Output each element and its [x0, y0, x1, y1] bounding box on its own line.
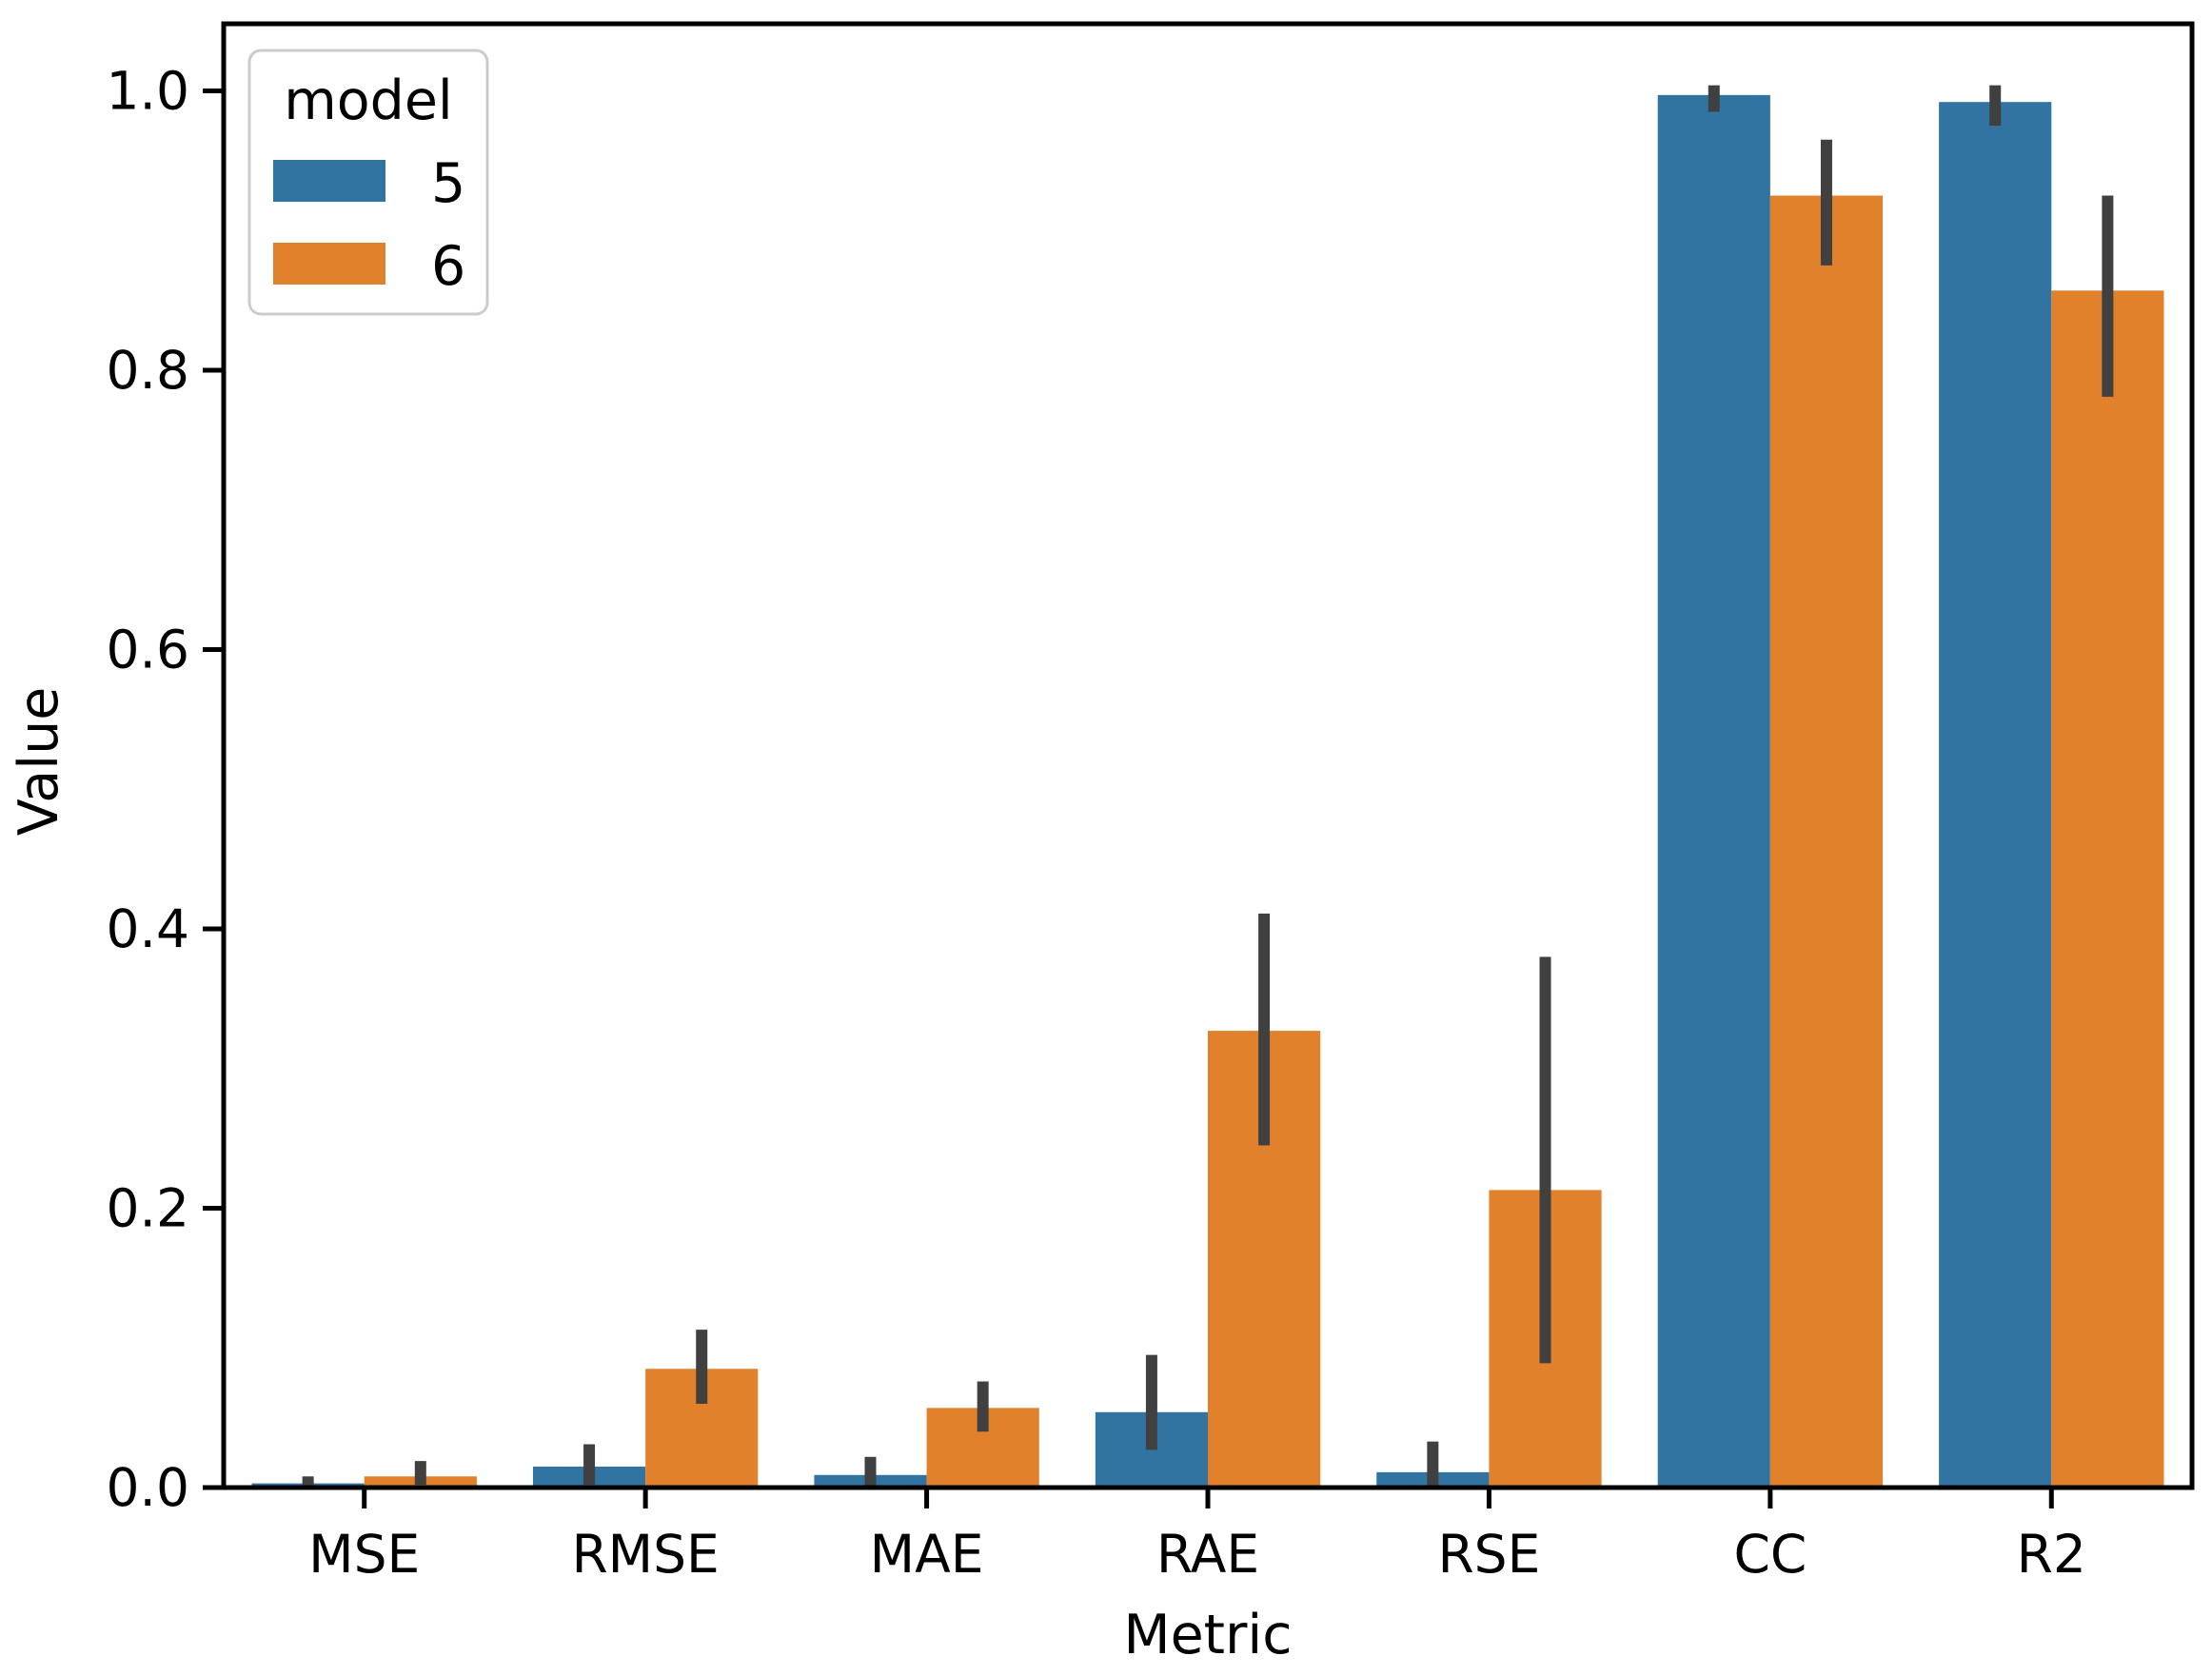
- bar-R2-model-6: [2051, 290, 2164, 1488]
- y-tick-label-0.2: 0.2: [107, 1177, 189, 1238]
- x-tick-label-CC: CC: [1733, 1524, 1807, 1585]
- y-axis-label: Value: [8, 687, 70, 837]
- y-tick-label-1.0: 1.0: [107, 60, 189, 121]
- y-tick-label-0.6: 0.6: [107, 619, 189, 680]
- x-tick-label-RSE: RSE: [1437, 1524, 1540, 1585]
- legend: model 5 6: [247, 49, 489, 316]
- x-tick-label-R2: R2: [2017, 1524, 2086, 1585]
- bar-CC-model-5: [1657, 94, 1770, 1488]
- legend-title: model: [284, 69, 453, 132]
- x-tick-label-MSE: MSE: [308, 1524, 420, 1585]
- legend-swatch-model-5: [273, 160, 385, 202]
- x-tick-label-RMSE: RMSE: [571, 1524, 719, 1585]
- legend-label-model-6: 6: [431, 235, 465, 298]
- x-tick-label-RAE: RAE: [1156, 1524, 1259, 1585]
- y-tick-label-0.8: 0.8: [107, 340, 189, 401]
- legend-label-model-5: 5: [431, 152, 465, 215]
- y-tick-label-0.4: 0.4: [107, 898, 189, 959]
- bar-CC-model-6: [1769, 195, 1884, 1489]
- bar-R2-model-5: [1939, 102, 2052, 1488]
- y-tick-label-0.0: 0.0: [107, 1457, 189, 1518]
- plot-border: [221, 21, 2195, 1490]
- legend-swatch-model-6: [273, 243, 385, 285]
- x-axis-label: Metric: [1123, 1604, 1292, 1666]
- plot-area: 0.0 0.2 0.4 0.6 0.8 1.0 MSE RMSE MAE RAE RSE CC R2: [107, 21, 2195, 1585]
- x-tick-label-MAE: MAE: [870, 1524, 984, 1585]
